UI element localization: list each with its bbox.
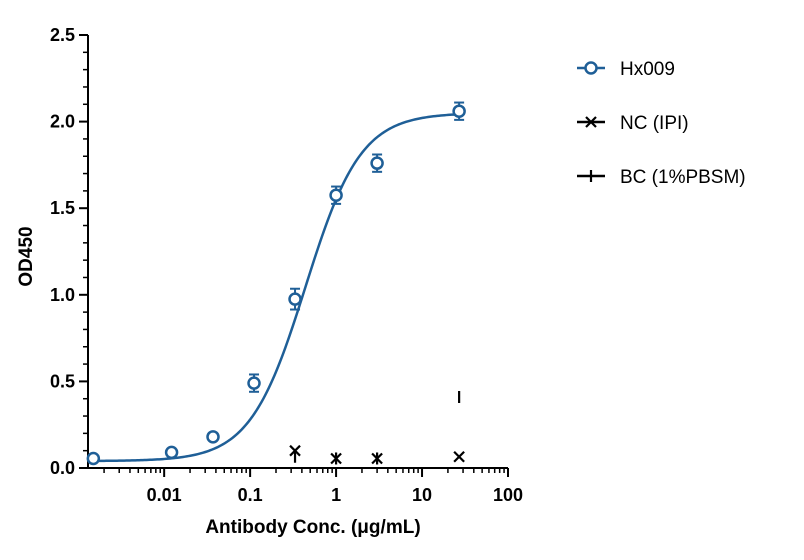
x-axis-title: Antibody Conc. (μg/mL) — [205, 517, 420, 538]
marker-circle — [370, 156, 384, 170]
fit-curve-hx009 — [93, 113, 460, 463]
marker-circle — [288, 292, 302, 306]
data-point-hx009 — [329, 188, 343, 202]
y-tick-label: 0.0 — [50, 458, 75, 478]
legend-label: BC (1%PBSM) — [620, 167, 746, 188]
legend-item-hx009: Hx009 — [577, 59, 675, 80]
x-tick-label: 1 — [331, 485, 341, 505]
marker-circle — [452, 104, 466, 118]
marker-x-stroke — [585, 116, 597, 128]
data-point-hx009 — [164, 445, 179, 460]
y-axis-title: OD450 — [16, 226, 37, 286]
y-tick-label: 1.5 — [50, 198, 75, 218]
y-tick-label: 2.0 — [50, 112, 75, 132]
data-point-hx009 — [206, 430, 220, 444]
fit-curves — [93, 113, 460, 463]
data-point-hx009 — [86, 451, 101, 466]
marker-circle — [329, 188, 343, 202]
marker-x-stroke — [453, 450, 465, 463]
legend-item-nc-ipi: NC (IPI) — [577, 113, 689, 134]
marker-circle — [86, 451, 101, 466]
data-points — [86, 101, 466, 466]
legend: Hx009 NC (IPI) BC (1%PBSM) — [577, 59, 746, 188]
marker-circle — [247, 376, 261, 390]
x-tick-label: 10 — [412, 485, 432, 505]
y-tick-label: 0.5 — [50, 371, 75, 391]
marker-circle — [584, 61, 598, 75]
marker-circle — [164, 445, 179, 460]
axes: 0.0 0.5 1.0 1.5 2.0 2.5 0.01 0.1 1 10 100 Antibody … — [16, 25, 523, 538]
marker-x-stroke — [289, 444, 301, 457]
data-point-nc-ipi — [453, 450, 465, 463]
legend-marker — [585, 116, 597, 128]
data-point-hx009 — [288, 292, 302, 306]
legend-item-bc-1-pbsm: BC (1%PBSM) — [577, 167, 746, 188]
data-point-hx009 — [370, 156, 384, 170]
x-tick-label: 0.01 — [147, 485, 182, 505]
y-tick-label: 1.0 — [50, 285, 75, 305]
x-tick-label: 100 — [493, 485, 523, 505]
y-tick-label: 2.5 — [50, 25, 75, 45]
x-tick-label: 0.1 — [238, 485, 263, 505]
data-point-nc-ipi — [289, 444, 301, 457]
data-point-hx009 — [452, 104, 466, 118]
data-point-hx009 — [247, 376, 261, 390]
legend-label: NC (IPI) — [620, 113, 689, 134]
legend-marker — [584, 61, 598, 75]
marker-circle — [206, 430, 220, 444]
legend-label: Hx009 — [620, 59, 675, 80]
